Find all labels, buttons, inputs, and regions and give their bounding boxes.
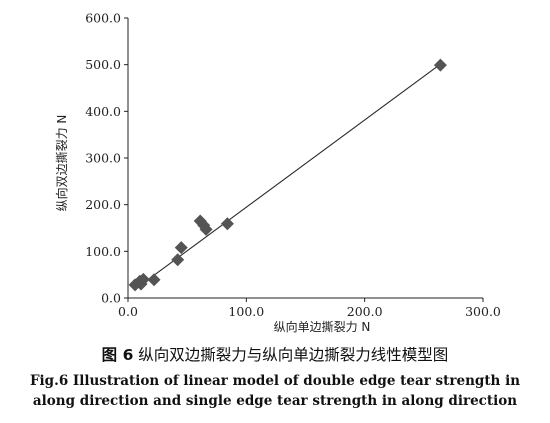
caption-english-line-1: Fig.6 Illustration of linear model of do… (29, 373, 521, 389)
axes (127, 18, 483, 299)
caption-english-line-2: along direction and single edge tear str… (32, 393, 518, 409)
data-point-marker (220, 217, 234, 231)
y-tick-label: 100.0 (85, 244, 121, 259)
x-axis-ticks: 0.0 100.0 200.0 300.0 (118, 298, 501, 319)
data-point-marker (199, 222, 213, 236)
caption-english: Fig.6 Illustration of linear model of do… (0, 371, 550, 411)
x-tick-label: 200.0 (347, 304, 383, 319)
y-tick-label: 600.0 (85, 11, 121, 26)
y-tick-label: 0.0 (101, 291, 121, 306)
caption-chinese: 图 6 纵向双边撕裂力与纵向单边撕裂力线性模型图 (0, 343, 550, 365)
caption-figure-number: 图 6 (101, 346, 134, 364)
data-point-marker (171, 253, 185, 267)
data-point-marker (433, 58, 447, 72)
scatter-plot: 0.0 100.0 200.0 300.0 0.0 100.0 200.0 300.0 400… (54, 11, 501, 335)
x-tick-label: 0.0 (118, 304, 138, 319)
data-point-marker (174, 241, 188, 255)
data-point-marker (147, 273, 161, 287)
x-tick-label: 100.0 (228, 304, 264, 319)
y-axis-title: 纵向双边撕裂力 N (54, 115, 69, 212)
y-tick-label: 400.0 (85, 104, 121, 119)
x-axis-title: 纵向单边撕裂力 N (274, 319, 371, 334)
x-tick-label: 300.0 (465, 304, 501, 319)
y-tick-label: 300.0 (85, 151, 121, 166)
y-axis-ticks: 0.0 100.0 200.0 300.0 400.0 500.0 600.0 (85, 11, 128, 306)
data-point-marker (136, 272, 150, 286)
fit-line-layer (133, 63, 441, 291)
caption-chinese-text: 纵向双边撕裂力与纵向单边撕裂力线性模型图 (138, 346, 449, 364)
data-points (128, 58, 447, 292)
y-tick-label: 200.0 (85, 197, 121, 212)
y-tick-label: 500.0 (85, 57, 121, 72)
fit-line (133, 63, 441, 291)
